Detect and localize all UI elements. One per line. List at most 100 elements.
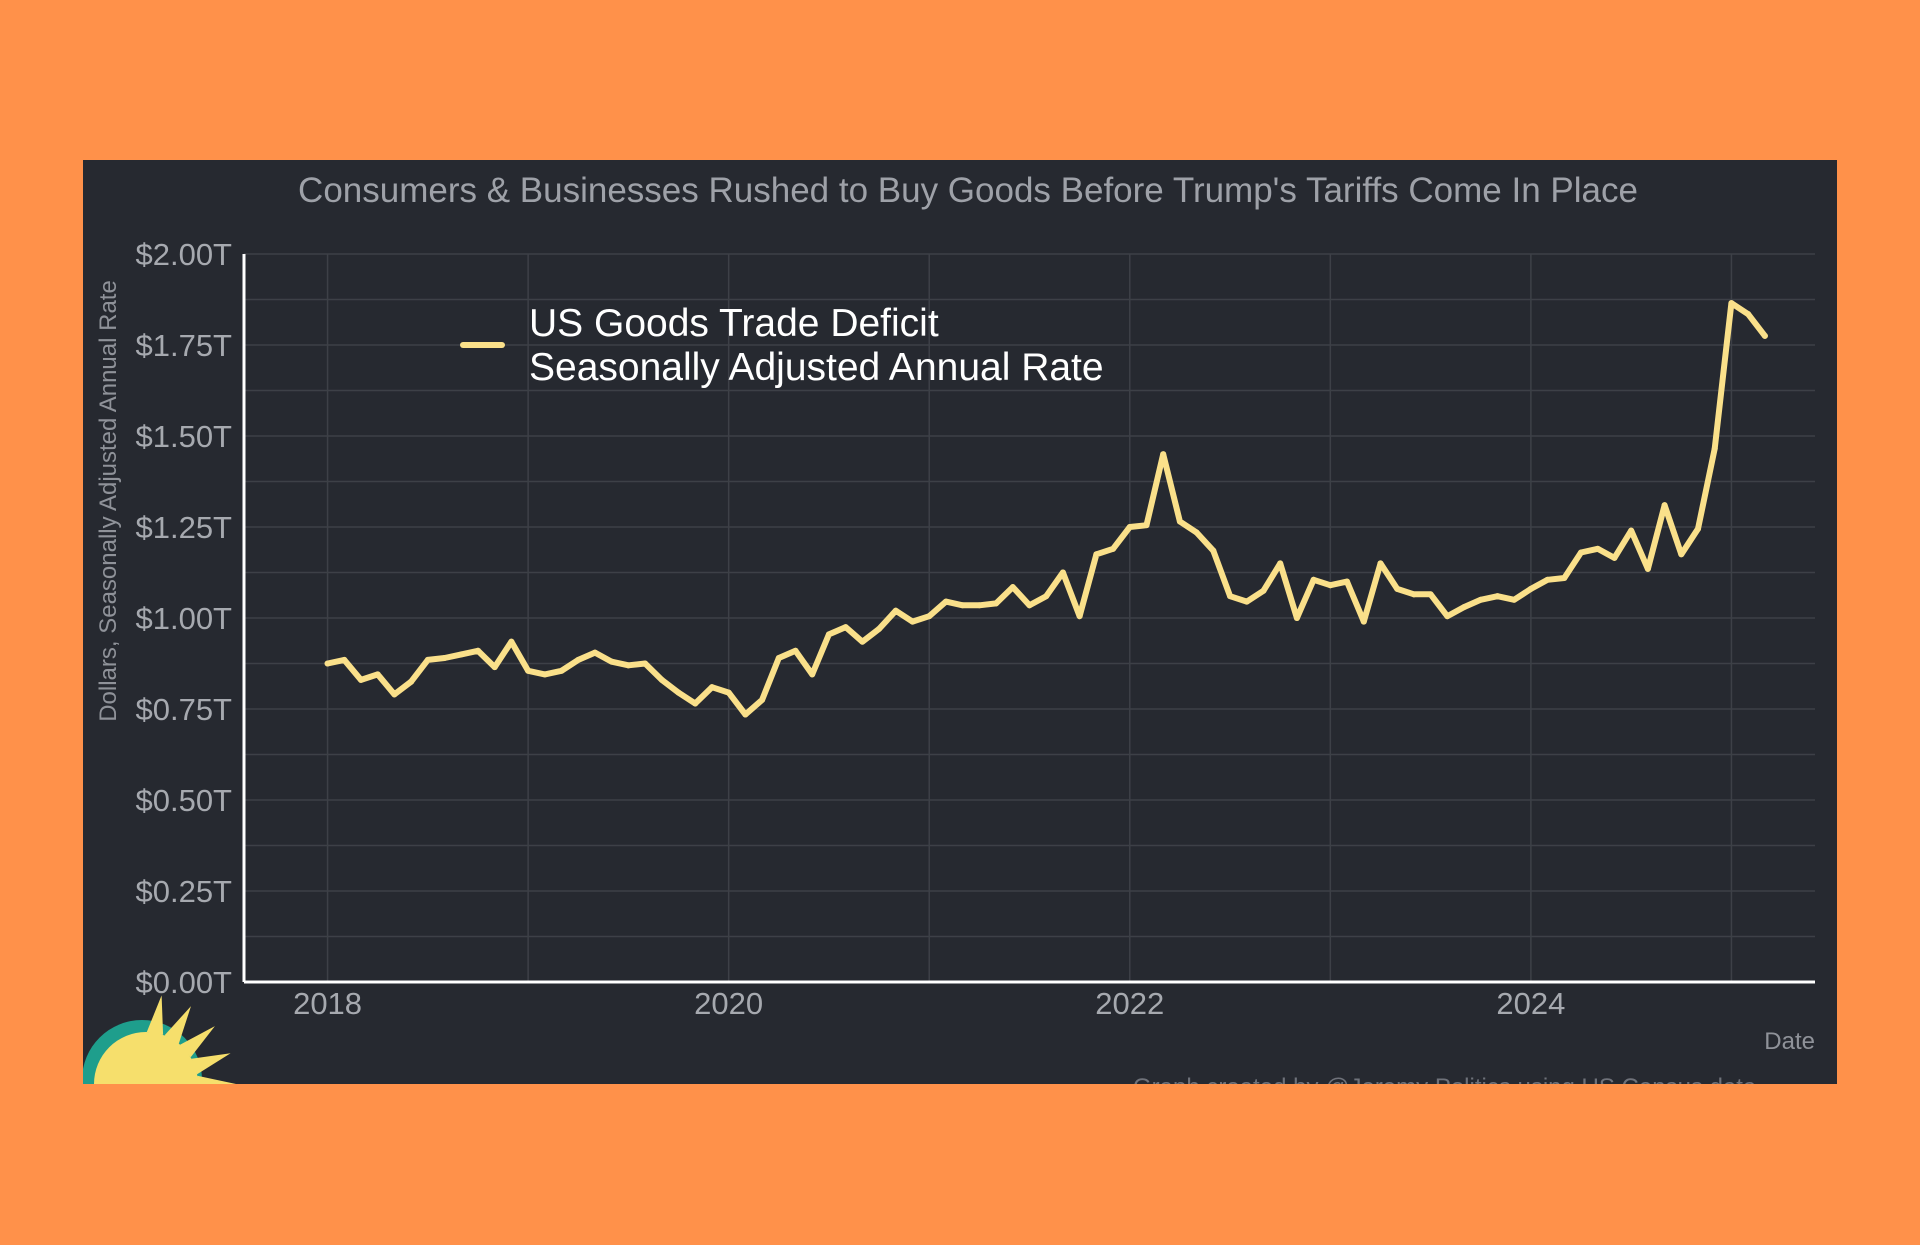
data-point — [525, 667, 532, 674]
x-tick-label: 2022 — [1095, 986, 1164, 1021]
data-point — [324, 660, 331, 667]
data-point — [558, 667, 565, 674]
data-point — [1711, 445, 1718, 452]
y-tick-label: $1.00T — [135, 601, 232, 636]
data-point — [1410, 591, 1417, 598]
axes — [242, 254, 1815, 984]
data-point — [1761, 332, 1768, 339]
y-tick-label: $1.50T — [135, 419, 232, 454]
data-point — [825, 631, 832, 638]
sun-ray — [197, 1075, 236, 1084]
data-point — [458, 651, 465, 658]
data-point — [1327, 582, 1334, 589]
data-point — [1695, 525, 1702, 532]
data-point — [1644, 565, 1651, 572]
data-point — [1093, 551, 1100, 558]
data-point — [1561, 574, 1568, 581]
data-point — [1076, 613, 1083, 620]
data-point — [1360, 618, 1367, 625]
data-point — [959, 602, 966, 609]
data-point — [1427, 591, 1434, 598]
data-point — [642, 660, 649, 667]
data-point — [391, 691, 398, 698]
data-point — [1160, 451, 1167, 458]
data-point — [1728, 300, 1735, 307]
data-point — [1043, 593, 1050, 600]
data-point — [1594, 545, 1601, 552]
legend: US Goods Trade Deficit Seasonally Adjust… — [460, 302, 1104, 389]
y-tick-label: $0.50T — [135, 783, 232, 818]
y-tick-label: $1.75T — [135, 328, 232, 363]
data-point — [625, 662, 632, 669]
data-point — [1260, 587, 1267, 594]
sun-ray — [146, 995, 164, 1035]
legend-label-line-2: Seasonally Adjusted Annual Rate — [529, 346, 1104, 389]
data-point — [1193, 529, 1200, 536]
data-point — [742, 711, 749, 718]
data-point — [1444, 613, 1451, 620]
grid-lines — [244, 253, 1815, 982]
data-point — [1227, 593, 1234, 600]
data-point — [591, 649, 598, 656]
data-point — [809, 671, 816, 678]
data-point — [1544, 576, 1551, 583]
data-point — [775, 655, 782, 662]
data-point — [408, 678, 415, 685]
x-tick-label: 2020 — [694, 986, 763, 1021]
data-point — [842, 624, 849, 631]
y-tick-label: $0.75T — [135, 692, 232, 727]
source-caption: Graph created by @Jeremy Politics using … — [1133, 1074, 1757, 1084]
data-point — [658, 676, 665, 683]
data-point — [926, 613, 933, 620]
data-point — [491, 664, 498, 671]
data-point — [859, 638, 866, 645]
data-point — [792, 647, 799, 654]
data-point — [675, 689, 682, 696]
data-point — [541, 671, 548, 678]
data-point — [1110, 545, 1117, 552]
data-point — [1126, 524, 1133, 530]
x-tick-label: 2018 — [293, 986, 362, 1021]
data-point — [993, 600, 1000, 607]
data-point — [1293, 615, 1300, 621]
chart-panel: Consumers & Businesses Rushed to Buy Goo… — [83, 160, 1837, 1084]
y-tick-label: $0.25T — [135, 874, 232, 909]
data-point — [1661, 502, 1668, 509]
data-point — [357, 676, 364, 683]
data-point — [575, 656, 582, 663]
x-axis-ticks: 2018 2020 2022 2024 — [293, 986, 1565, 1021]
data-point — [942, 598, 949, 605]
data-point — [1277, 560, 1284, 567]
data-point — [1461, 604, 1468, 611]
data-point — [1611, 554, 1618, 561]
data-point — [1628, 527, 1635, 534]
data-point — [608, 658, 615, 665]
data-point — [976, 602, 983, 609]
data-point — [909, 618, 916, 625]
data-point — [1394, 585, 1401, 592]
series-layer — [324, 300, 1768, 718]
data-point — [692, 700, 699, 707]
data-point — [725, 689, 732, 696]
y-axis-ticks: $0.00T $0.25T $0.50T $0.75T $1.00T $1.25T $1.5… — [135, 237, 232, 1000]
sun-ray — [191, 1053, 231, 1075]
data-point — [1745, 311, 1752, 318]
data-point — [441, 655, 448, 662]
data-point — [424, 656, 431, 663]
data-point — [876, 625, 883, 632]
data-point — [1494, 593, 1501, 600]
data-point — [1344, 578, 1351, 585]
data-point — [474, 647, 481, 654]
line-chart: Consumers & Businesses Rushed to Buy Goo… — [83, 171, 1815, 1084]
data-point — [1310, 576, 1317, 583]
data-point — [374, 671, 381, 678]
data-point — [1009, 584, 1016, 591]
data-point — [1026, 602, 1033, 609]
data-point — [759, 696, 766, 703]
y-tick-label: $2.00T — [135, 237, 232, 272]
data-point — [1059, 569, 1066, 576]
y-tick-label: $0.00T — [135, 965, 232, 1000]
data-point — [341, 656, 348, 663]
x-tick-label: 2024 — [1496, 986, 1565, 1021]
y-axis-label: Dollars, Seasonally Adjusted Annual Rate — [95, 280, 122, 722]
